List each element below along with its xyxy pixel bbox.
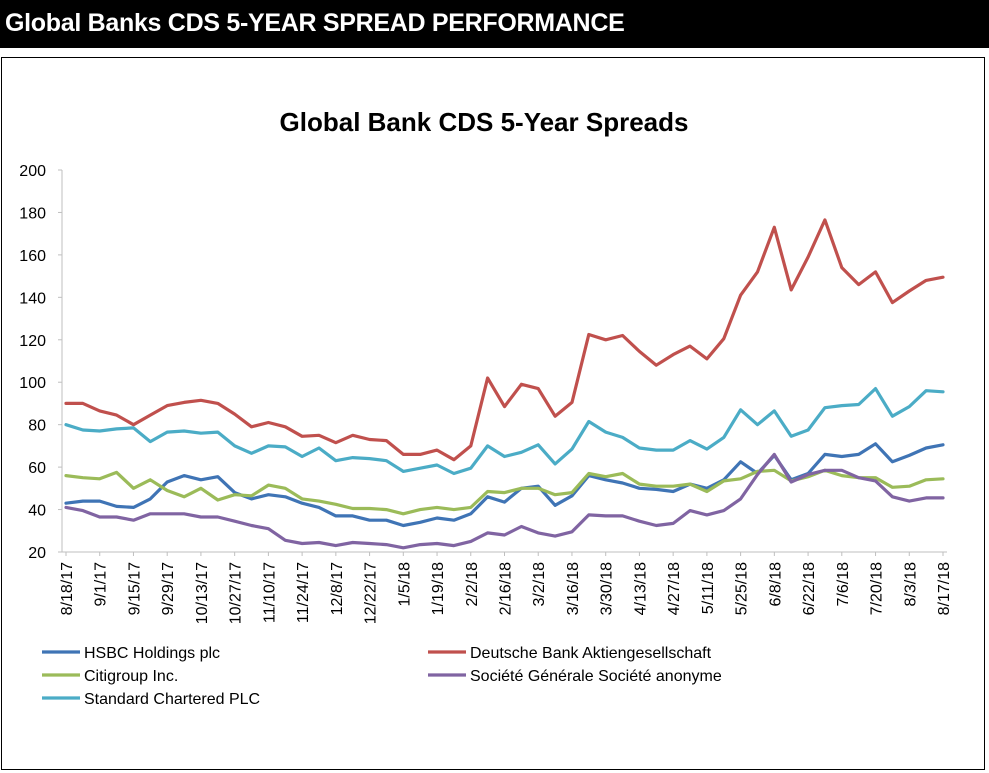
page-title: Global Banks CDS 5-YEAR SPREAD PERFORMAN… <box>5 9 625 37</box>
legend-label: Société Générale Société anonyme <box>470 668 722 685</box>
x-tick-label: 2/2/18 <box>464 562 481 607</box>
x-tick-label: 4/27/18 <box>666 562 683 615</box>
series-line-0 <box>64 442 945 528</box>
y-tick-label: 140 <box>19 290 46 307</box>
x-tick-label: 5/25/18 <box>734 562 751 615</box>
legend-label: HSBC Holdings plc <box>84 645 220 662</box>
x-tick-label: 8/17/18 <box>936 562 953 615</box>
x-tick-label: 5/11/18 <box>700 562 717 614</box>
x-axis-ticks: 8/18/17 9/1/17 9/15/17 9/29/17 10/13/17 10/27… <box>59 552 953 624</box>
x-tick-label: 3/16/18 <box>565 562 582 615</box>
series-line-2 <box>64 468 945 516</box>
series-line-4 <box>64 387 945 476</box>
header-bar: Global Banks CDS 5-YEAR SPREAD PERFORMAN… <box>0 0 989 48</box>
x-tick-label: 6/8/18 <box>767 562 784 607</box>
legend-label: Standard Chartered PLC <box>84 691 260 708</box>
chart-title: Global Bank CDS 5-Year Spreads <box>280 107 689 137</box>
x-tick-label: 8/3/18 <box>902 562 919 607</box>
x-tick-label: 12/22/17 <box>363 562 380 624</box>
x-tick-label: 1/19/18 <box>430 562 447 615</box>
x-tick-label: 8/18/17 <box>59 562 76 615</box>
chart-series <box>64 218 945 550</box>
y-tick-label: 200 <box>19 163 46 180</box>
x-tick-label: 2/16/18 <box>498 562 515 615</box>
x-tick-label: 4/13/18 <box>632 562 649 615</box>
x-tick-label: 3/2/18 <box>531 562 548 607</box>
x-tick-label: 10/13/17 <box>194 562 211 624</box>
y-tick-label: 80 <box>28 418 46 435</box>
x-tick-label: 12/8/17 <box>329 562 346 615</box>
series-line-1 <box>64 218 945 462</box>
y-axis-ticks: 20 40 60 80 100 120 140 160 180 200 <box>19 163 62 562</box>
x-tick-label: 1/5/18 <box>396 562 413 607</box>
y-tick-label: 160 <box>19 248 46 265</box>
chart-legend: HSBC Holdings plc Deutsche Bank Aktienges… <box>42 645 722 708</box>
y-tick-label: 100 <box>19 375 46 392</box>
y-tick-label: 60 <box>28 460 46 477</box>
chart-axes <box>61 170 947 553</box>
x-tick-label: 6/22/18 <box>801 562 818 615</box>
legend-label: Citigroup Inc. <box>84 668 178 685</box>
y-tick-label: 120 <box>19 333 46 350</box>
x-tick-label: 9/15/17 <box>126 562 143 615</box>
x-tick-label: 11/10/17 <box>261 562 278 623</box>
x-tick-label: 3/30/18 <box>599 562 616 615</box>
y-tick-label: 40 <box>28 503 46 520</box>
series-line-3 <box>64 452 945 550</box>
x-tick-label: 11/24/17 <box>295 562 312 623</box>
y-tick-label: 180 <box>19 205 46 222</box>
legend-label: Deutsche Bank Aktiengesellschaft <box>470 645 712 662</box>
x-tick-label: 9/29/17 <box>160 562 177 615</box>
x-tick-label: 7/6/18 <box>835 562 852 607</box>
x-tick-label: 10/27/17 <box>228 562 245 624</box>
x-tick-label: 7/20/18 <box>869 562 886 615</box>
x-tick-label: 9/1/17 <box>93 562 110 607</box>
y-tick-label: 20 <box>28 545 46 562</box>
